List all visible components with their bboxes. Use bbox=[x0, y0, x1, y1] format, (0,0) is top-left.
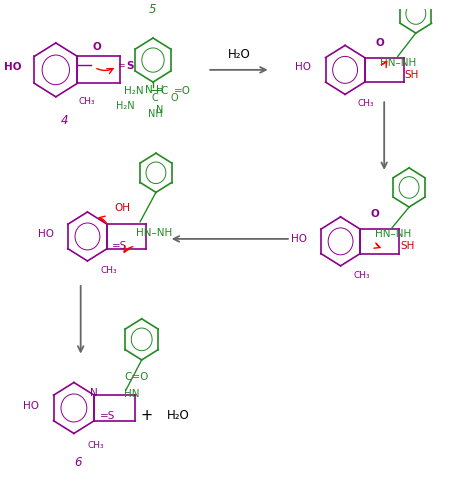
Text: H₂O: H₂O bbox=[227, 48, 250, 61]
Text: C=O: C=O bbox=[124, 372, 148, 382]
Text: 6: 6 bbox=[75, 456, 82, 469]
Text: HN–NH: HN–NH bbox=[135, 228, 171, 238]
Text: NH: NH bbox=[148, 108, 162, 118]
Text: H: H bbox=[156, 84, 163, 94]
Text: O: O bbox=[170, 92, 177, 102]
Text: HO: HO bbox=[38, 229, 53, 239]
Text: S: S bbox=[126, 61, 133, 71]
Text: CH₃: CH₃ bbox=[78, 97, 94, 106]
Text: CH₃: CH₃ bbox=[87, 441, 104, 450]
Text: C: C bbox=[151, 93, 158, 103]
Text: +: + bbox=[140, 408, 152, 423]
Text: CH₃: CH₃ bbox=[352, 271, 369, 280]
Text: C: C bbox=[160, 86, 168, 96]
Text: =S: =S bbox=[100, 410, 115, 420]
Text: OH: OH bbox=[114, 203, 130, 213]
Text: 4: 4 bbox=[61, 114, 69, 127]
Text: HO: HO bbox=[294, 62, 311, 72]
Text: N: N bbox=[156, 106, 163, 116]
Text: SH: SH bbox=[399, 242, 413, 252]
Text: N: N bbox=[90, 388, 98, 398]
Text: CH₃: CH₃ bbox=[100, 266, 117, 275]
Text: CH₃: CH₃ bbox=[357, 100, 374, 108]
Text: 5: 5 bbox=[149, 3, 156, 16]
Text: O: O bbox=[92, 42, 101, 52]
Text: HN: HN bbox=[124, 389, 139, 399]
Text: HN–NH: HN–NH bbox=[379, 58, 415, 68]
Text: HO: HO bbox=[23, 400, 38, 410]
Text: =O: =O bbox=[174, 86, 191, 96]
Text: N: N bbox=[144, 84, 152, 94]
Text: O: O bbox=[375, 38, 383, 48]
Text: H₂O: H₂O bbox=[166, 409, 189, 422]
Text: =: = bbox=[117, 62, 125, 70]
Text: =S: =S bbox=[112, 242, 127, 252]
Text: H₂N: H₂N bbox=[124, 86, 144, 96]
Text: O: O bbox=[370, 210, 379, 220]
Text: SH: SH bbox=[404, 70, 418, 80]
Text: HO: HO bbox=[4, 62, 21, 72]
Text: HO: HO bbox=[290, 234, 306, 244]
Text: HN–NH: HN–NH bbox=[375, 229, 411, 239]
Text: H₂N: H₂N bbox=[116, 101, 135, 111]
